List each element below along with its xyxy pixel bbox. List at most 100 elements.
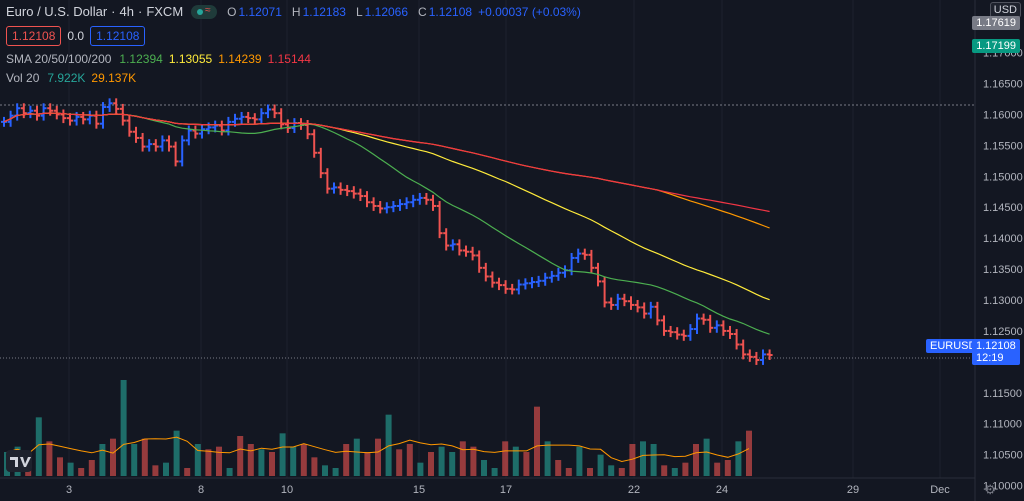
volume-bar xyxy=(396,449,403,476)
time-tick-label: 29 xyxy=(847,484,859,496)
bar-countdown: 12:19 xyxy=(976,352,1004,364)
volume-bar xyxy=(364,452,371,476)
volume-bar xyxy=(290,446,297,476)
settings-gear-icon[interactable]: ⚙ xyxy=(984,482,996,497)
volume-bar xyxy=(417,462,424,476)
volume-bar xyxy=(343,444,350,476)
volume-bar xyxy=(714,462,721,476)
time-tick-label: 15 xyxy=(413,484,425,496)
volume-bar xyxy=(576,446,583,476)
time-tick-label: 17 xyxy=(500,484,512,496)
sma100-value: 1.14239 xyxy=(218,52,262,66)
volume-bar xyxy=(269,452,275,476)
price-tag-top: 1.17619 xyxy=(972,16,1020,30)
volume-bar xyxy=(565,468,572,476)
interval-label[interactable]: 4h xyxy=(119,4,134,19)
volume-bar xyxy=(120,380,127,476)
time-tick-label: 10 xyxy=(281,484,293,496)
symbol-title[interactable]: Euro / U.S. Dollar xyxy=(6,4,108,19)
price-tick-label: 1.13500 xyxy=(983,264,1023,276)
volume-ma-line xyxy=(6,436,750,463)
price-tick-label: 1.15500 xyxy=(983,140,1023,152)
spread-value: 0.0 xyxy=(67,29,85,43)
volume-value: 7.922K xyxy=(47,71,86,85)
volume-bar xyxy=(300,444,307,476)
volume-bar xyxy=(544,441,551,476)
volume-ma-value: 29.137K xyxy=(91,71,137,85)
volume-bar xyxy=(703,438,710,476)
last-price-tag: 1.12108 12:19 xyxy=(972,339,1020,365)
volume-bar xyxy=(35,417,42,476)
sma50-value: 1.13055 xyxy=(168,52,213,66)
volume-bar xyxy=(650,444,657,476)
volume-bar xyxy=(46,441,53,476)
volume-bar xyxy=(629,444,636,476)
exchange-label: FXCM xyxy=(146,4,184,19)
symbol-legend: Euro / U.S. Dollar · 4h · FXCM ≈ O 1.1207… xyxy=(6,4,581,19)
volume-bar xyxy=(459,441,466,476)
volume-bar xyxy=(67,462,74,476)
market-status-icon[interactable]: ≈ xyxy=(191,4,218,19)
low-label: L xyxy=(355,4,363,19)
sma200-value: 1.15144 xyxy=(267,52,311,66)
price-tick-label: 1.10000 xyxy=(983,481,1023,493)
volume-bar xyxy=(618,468,625,476)
volume-bar xyxy=(512,446,519,476)
price-tick-label: 1.14000 xyxy=(983,233,1023,245)
low-value: 1.12066 xyxy=(364,4,409,19)
price-tick-label: 1.16500 xyxy=(983,79,1023,91)
volume-bar xyxy=(110,438,116,476)
volume-bar xyxy=(78,468,85,476)
open-value: 1.12071 xyxy=(238,4,282,19)
volume-bar xyxy=(385,414,392,476)
close-label: C xyxy=(418,4,427,19)
volume-bar xyxy=(746,430,752,476)
volume-bar xyxy=(226,468,233,476)
buy-button[interactable]: 1.12108 xyxy=(90,26,146,46)
volume-bar xyxy=(57,457,63,476)
volume-bar xyxy=(597,454,604,476)
volume-bar xyxy=(247,444,254,476)
volume-name: Vol 20 xyxy=(6,71,40,85)
price-tick-label: 1.11000 xyxy=(983,419,1022,431)
volume-bar xyxy=(661,465,668,476)
volume-bar xyxy=(502,441,509,476)
close-value: 1.12108 xyxy=(428,4,473,19)
high-label: H xyxy=(291,4,301,19)
volume-bar xyxy=(640,441,646,476)
sma-legend[interactable]: SMA 20/50/100/200 1.12394 1.13055 1.1423… xyxy=(6,52,311,66)
time-tick-label: 22 xyxy=(628,484,640,496)
symbol-tag: EURUSD xyxy=(926,339,981,353)
volume-bar xyxy=(141,438,148,476)
volume-bar xyxy=(322,465,328,476)
price-tick-label: 1.12500 xyxy=(983,326,1023,338)
volume-bar xyxy=(279,433,286,476)
tradingview-logo-icon[interactable] xyxy=(6,450,32,472)
volume-bar xyxy=(406,444,413,476)
sell-button[interactable]: 1.12108 xyxy=(6,26,62,46)
volume-bar xyxy=(88,460,95,476)
volume-bar xyxy=(481,460,487,476)
volume-bar xyxy=(163,462,169,476)
volume-bar xyxy=(534,406,540,476)
volume-bar xyxy=(131,444,138,476)
volume-bar xyxy=(237,436,244,476)
sma200-line xyxy=(3,112,770,213)
price-tick-label: 1.15000 xyxy=(983,171,1023,183)
price-tick-label: 1.16000 xyxy=(983,109,1023,121)
price-tick-label: 1.13000 xyxy=(983,295,1023,307)
volume-bar xyxy=(693,444,699,476)
volume-legend[interactable]: Vol 20 7.922K 29.137K xyxy=(6,71,136,85)
volume-bar xyxy=(555,460,562,476)
volume-bar xyxy=(258,449,265,476)
sma20-line xyxy=(3,112,770,335)
trade-buttons: 1.12108 0.0 1.12108 xyxy=(6,26,151,46)
high-value: 1.12183 xyxy=(302,4,346,19)
volume-bar xyxy=(735,441,742,476)
price-tick-label: 1.10500 xyxy=(983,450,1023,462)
volume-bar xyxy=(173,430,180,476)
volume-bar xyxy=(608,465,615,476)
volume-bar xyxy=(332,468,339,476)
last-price-value: 1.12108 xyxy=(976,340,1016,352)
